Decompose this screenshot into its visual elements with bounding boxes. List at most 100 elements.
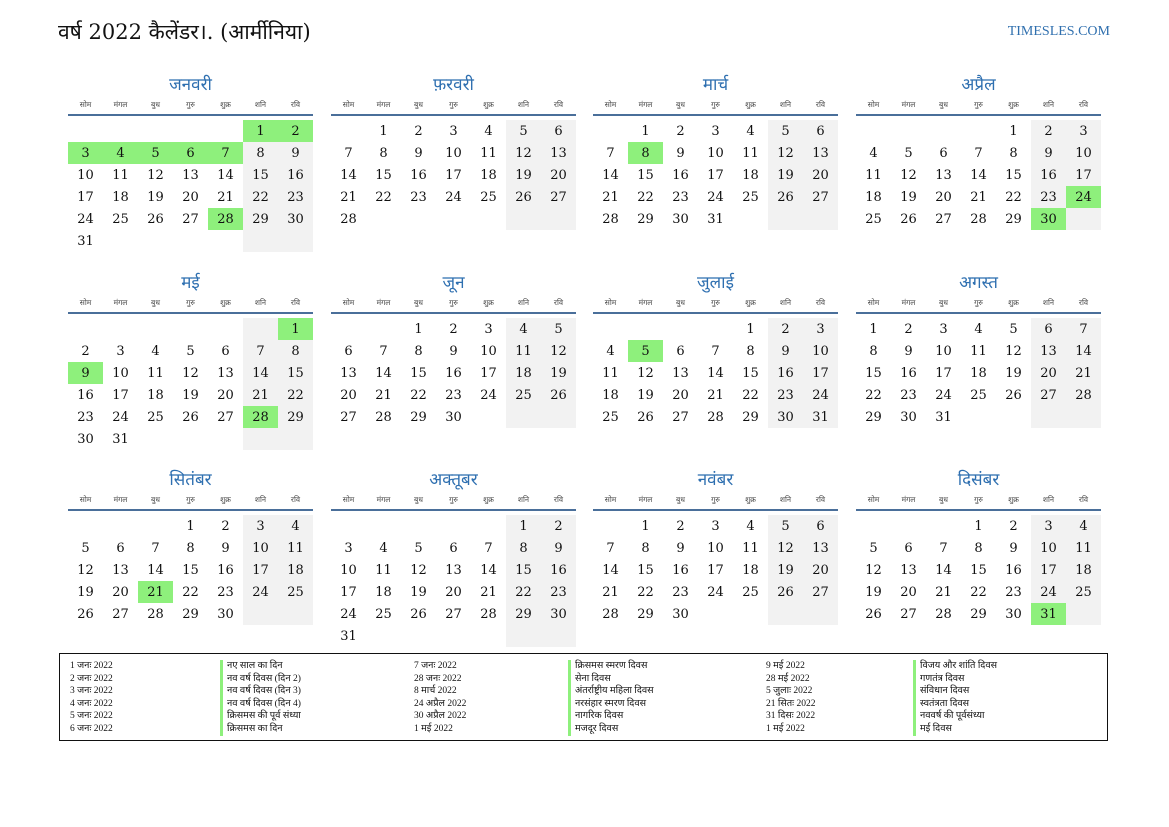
weekday-label: शनि xyxy=(1042,100,1055,109)
day-cell: 15 xyxy=(410,365,427,381)
day-cell: 25 xyxy=(147,409,164,425)
day-cell: 3 xyxy=(711,518,720,534)
weekday-label: शनि xyxy=(517,100,530,109)
holiday-name: नव वर्ष दिवस (दिन 4) xyxy=(220,697,301,711)
day-cell: 22 xyxy=(637,189,654,205)
holiday-names-col-3: विजय और शांति दिवस गणतंत्र दिवस संविधान दि… xyxy=(913,660,997,736)
day-cell: 2 xyxy=(221,518,230,534)
empty-day-cell xyxy=(103,120,138,142)
holiday-name: क्रिसमस स्मरण दिवस xyxy=(568,660,654,673)
day-cell: 9 xyxy=(904,343,913,359)
weekday-label: मंगल xyxy=(376,298,391,307)
holiday-date: 6 जनः 2022 xyxy=(70,723,113,734)
day-cell: 28 xyxy=(602,606,619,622)
day-grid: 1 2 3 4 5 6 7 8 9 10 11 12 13 14 15 16 17 18 19 20 21 22 23 24 2… xyxy=(331,318,576,428)
day-cell: 1 xyxy=(641,123,650,139)
day-cell: 12 xyxy=(768,537,803,559)
day-cell: 9 xyxy=(278,142,313,164)
weekday-label: बुध xyxy=(676,100,685,109)
day-cell: 30 xyxy=(217,606,234,622)
day-cell: 25 xyxy=(1066,581,1101,603)
day-grid: 1 2 3 4 5 6 7 8 9 10 11 12 13 14 15 16 17 18 19 20 21 22 23 24 2… xyxy=(856,515,1101,625)
day-cell: 14 xyxy=(243,362,278,384)
day-cell: 4 xyxy=(746,123,755,139)
day-cell: 9 xyxy=(676,540,685,556)
day-cell: 27 xyxy=(541,186,576,208)
month-name: सितंबर xyxy=(169,470,212,490)
site-link[interactable]: TIMESLES.COM xyxy=(1007,24,1110,39)
day-cell: 12 xyxy=(410,562,427,578)
day-cell: 20 xyxy=(803,559,838,581)
holiday-dates-col-1: 1 जनः 2022 2 जनः 2022 3 जनः 2022 4 जनः 2022… xyxy=(70,660,113,736)
day-cell: 11 xyxy=(278,537,313,559)
empty-day-cell xyxy=(103,515,138,537)
day-cell: 4 xyxy=(151,343,160,359)
day-cell: 23 xyxy=(77,409,94,425)
day-cell: 28 xyxy=(970,211,987,227)
day-cell: 30 xyxy=(445,409,462,425)
day-cell: 16 xyxy=(1031,164,1066,186)
day-cell: 16 xyxy=(541,559,576,581)
day-cell: 11 xyxy=(506,340,541,362)
day-cell: 9 xyxy=(541,537,576,559)
day-cell: 23 xyxy=(541,581,576,603)
day-cell: 25 xyxy=(602,409,619,425)
empty-day-cell xyxy=(541,625,576,647)
day-cell: 5 xyxy=(541,318,576,340)
weekday-label: गुरु xyxy=(449,298,458,307)
weekday-label: शनि xyxy=(1042,495,1055,504)
empty-day-cell xyxy=(331,318,366,340)
weekday-label: मंगल xyxy=(638,495,653,504)
day-cell: 26 xyxy=(637,409,654,425)
month-name: नवंबर xyxy=(697,470,734,490)
weekday-label: सोम xyxy=(342,298,355,307)
day-cell: 16 xyxy=(1005,562,1022,578)
weekday-header: सोम मंगल बुध गुरु शुक्र शनि रवि xyxy=(331,98,576,116)
day-cell: 26 xyxy=(900,211,917,227)
day-cell: 1 xyxy=(869,321,878,337)
day-grid: 1 2 3 4 5 6 7 8 9 10 11 12 13 14 15 16 17 18 19 20 21 22 23 24 2… xyxy=(331,515,576,647)
empty-day-cell xyxy=(331,120,366,142)
day-cell: 4 xyxy=(506,318,541,340)
empty-day-cell xyxy=(628,318,663,340)
day-cell: 19 xyxy=(182,387,199,403)
holiday-day-cell: 2 xyxy=(278,120,313,142)
day-cell: 19 xyxy=(865,584,882,600)
day-cell: 4 xyxy=(869,145,878,161)
day-grid: 1 2 3 4 5 6 7 8 9 10 11 12 13 14 15 16 17 18 19 20 21 22 23 24 2… xyxy=(593,318,838,428)
day-cell: 3 xyxy=(803,318,838,340)
day-cell: 10 xyxy=(707,540,724,556)
day-cell: 11 xyxy=(112,167,129,183)
holiday-date: 1 मई 2022 xyxy=(414,723,453,734)
day-cell: 23 xyxy=(672,189,689,205)
empty-day-cell xyxy=(436,515,471,537)
day-cell: 6 xyxy=(449,540,458,556)
day-cell: 16 xyxy=(217,562,234,578)
day-cell: 23 xyxy=(1005,584,1022,600)
month-10: अक्तूबर सोम मंगल बुध गुरु शुक्र शनि रवि 1 2 3 4 5 6 7 8… xyxy=(331,467,576,647)
day-cell: 30 xyxy=(672,606,689,622)
day-cell: 11 xyxy=(970,343,987,359)
empty-day-cell xyxy=(471,515,506,537)
day-cell: 30 xyxy=(278,208,313,230)
day-cell: 2 xyxy=(1009,518,1018,534)
day-cell: 15 xyxy=(865,365,882,381)
day-cell: 19 xyxy=(77,584,94,600)
empty-day-cell xyxy=(173,318,208,340)
weekday-label: शुक्र xyxy=(220,495,231,504)
weekday-label: शुक्र xyxy=(483,298,494,307)
weekday-label: रवि xyxy=(553,298,564,307)
weekday-label: शनि xyxy=(779,100,792,109)
holiday-day-cell: 5 xyxy=(628,340,663,362)
day-cell: 26 xyxy=(768,186,803,208)
holiday-date: 28 मई 2022 xyxy=(766,673,810,684)
day-cell: 14 xyxy=(480,562,497,578)
day-cell: 11 xyxy=(602,365,619,381)
day-cell: 24 xyxy=(935,387,952,403)
day-cell: 24 xyxy=(480,387,497,403)
day-cell: 8 xyxy=(243,142,278,164)
day-cell: 19 xyxy=(900,189,917,205)
day-cell: 1 xyxy=(186,518,195,534)
day-cell: 3 xyxy=(1031,515,1066,537)
day-cell: 29 xyxy=(506,603,541,625)
